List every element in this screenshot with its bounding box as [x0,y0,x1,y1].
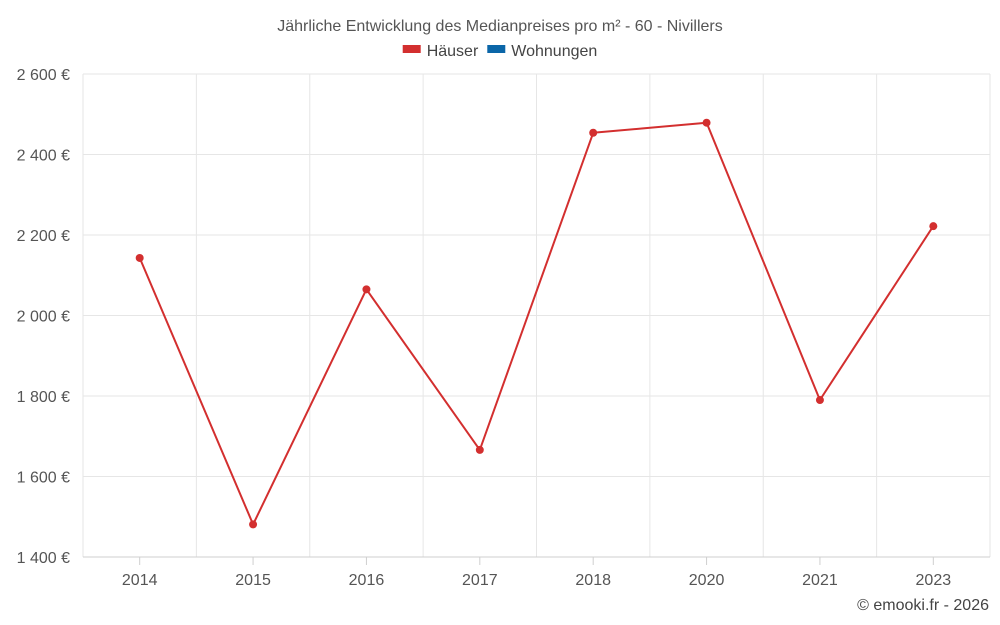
legend-swatch [487,45,506,53]
x-tick-label: 2014 [122,572,158,589]
legend-item[interactable]: Häuser [402,43,479,60]
legend-item[interactable]: Wohnungen [487,43,597,60]
data-point[interactable] [362,285,371,294]
data-point[interactable] [929,222,938,231]
legend: Häuser Wohnungen [402,43,597,60]
x-tick-label: 2016 [349,572,385,589]
y-tick-label: 2 600 € [17,67,70,84]
x-tick-label: 2015 [235,572,271,589]
x-tick-label: 2020 [689,572,725,589]
legend-label: Häuser [427,43,479,60]
chart-title: Jährliche Entwicklung des Medianpreises … [277,18,723,35]
x-tick-label: 2023 [916,572,952,589]
data-point[interactable] [815,396,824,405]
x-tick-label: 2021 [802,572,838,589]
data-point[interactable] [249,520,258,529]
series-line-0 [138,121,935,526]
credit-text: © emooki.fr - 2026 [857,597,989,614]
y-tick-label: 2 400 € [17,148,70,165]
y-tick-label: 1 600 € [17,470,70,487]
series-layer [135,118,938,529]
x-tick-label: 2018 [575,572,611,589]
data-point[interactable] [589,128,598,137]
data-point[interactable] [135,253,144,262]
grid-lines [82,73,991,557]
data-point[interactable] [475,445,484,454]
legend-label: Wohnungen [511,43,597,60]
y-tick-label: 2 000 € [17,309,70,326]
data-point[interactable] [702,118,711,127]
y-tick-label: 1 800 € [17,389,70,406]
axes: 1 400 € 1 600 € 1 800 € 2 000 € 2 200 € 2 400… [17,67,990,589]
x-tick-label: 2017 [462,572,498,589]
legend-swatch [402,45,421,53]
y-tick-label: 1 400 € [17,550,70,567]
y-tick-label: 2 200 € [17,228,70,245]
